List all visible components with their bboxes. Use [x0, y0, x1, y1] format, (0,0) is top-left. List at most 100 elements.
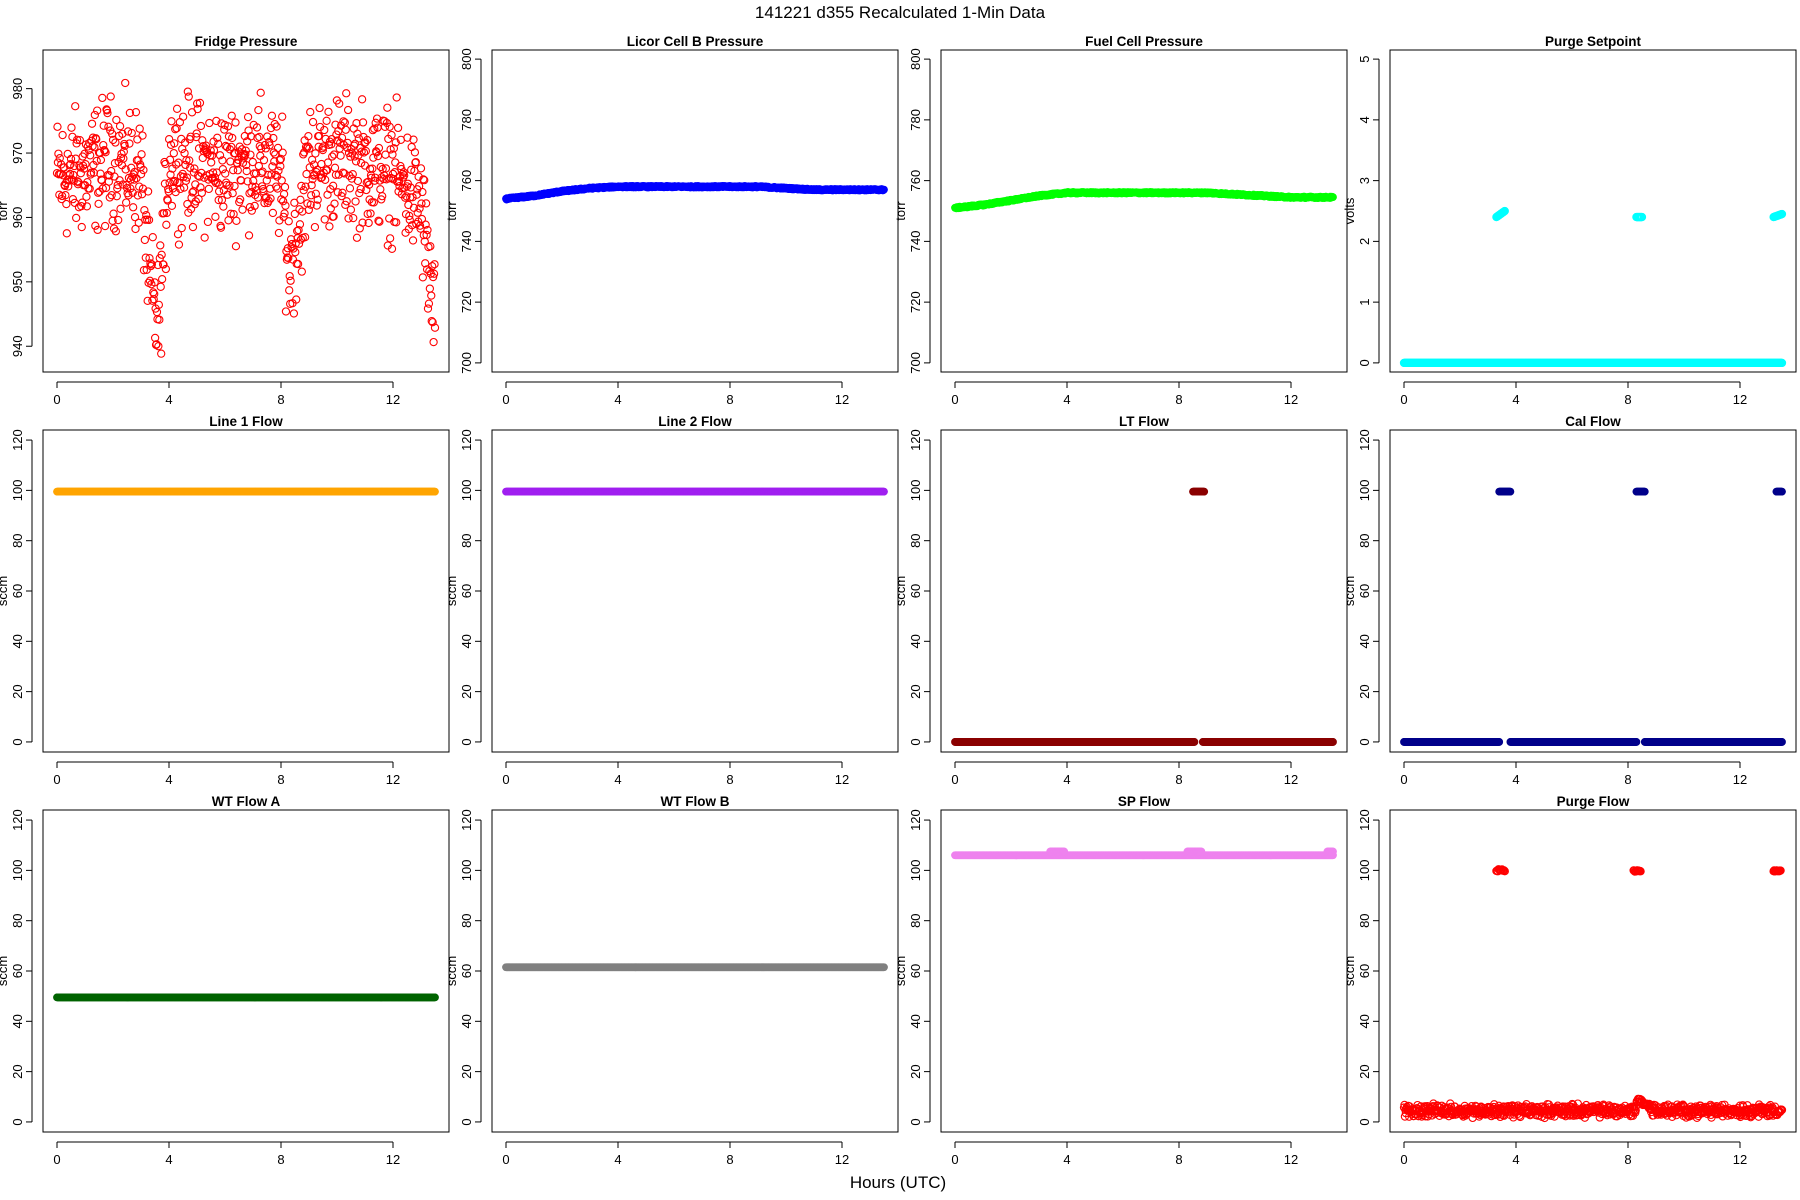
data-point	[183, 87, 192, 96]
data-point	[254, 161, 263, 171]
data-point	[105, 193, 114, 202]
data-point	[139, 165, 148, 175]
data-point	[110, 172, 119, 181]
data-point	[319, 142, 328, 151]
data-point	[358, 218, 367, 227]
data-point	[247, 206, 256, 215]
data-point	[147, 260, 156, 269]
data-point	[219, 202, 228, 211]
data-point	[311, 189, 320, 198]
data-point	[423, 304, 433, 313]
data-point	[428, 318, 437, 327]
data-point	[267, 170, 276, 179]
data-point	[252, 123, 262, 132]
data-point	[361, 146, 370, 156]
data-point	[305, 144, 314, 153]
data-point	[407, 221, 417, 230]
data-point	[213, 133, 222, 142]
data-point	[291, 248, 300, 257]
data-point	[194, 194, 203, 204]
data-point	[236, 176, 246, 185]
data-point	[380, 122, 390, 132]
data-point	[222, 180, 231, 190]
data-point	[179, 172, 188, 181]
data-point	[427, 316, 436, 326]
data-point	[322, 116, 331, 125]
data-point	[399, 168, 408, 177]
data-point	[419, 175, 428, 184]
data-point	[387, 244, 397, 253]
data-point	[273, 143, 283, 153]
x-tick-label: 4	[614, 392, 621, 407]
data-point	[69, 170, 78, 180]
data-point	[244, 231, 254, 240]
data-point	[267, 111, 277, 120]
data-point	[87, 119, 97, 128]
x-tick-label: 4	[165, 772, 172, 787]
data-point	[226, 209, 235, 218]
data-point	[274, 228, 284, 238]
data-point	[72, 213, 81, 223]
data-points	[52, 78, 440, 358]
data-point	[271, 182, 281, 191]
data-point	[381, 164, 391, 173]
data-point	[392, 93, 401, 102]
data-point	[363, 135, 372, 145]
data-point	[329, 212, 338, 221]
data-point	[392, 218, 401, 227]
data-point	[156, 282, 165, 291]
data-point	[292, 295, 301, 304]
data-point	[154, 300, 164, 309]
x-tick-label: 4	[165, 392, 172, 407]
data-point	[223, 122, 233, 131]
data-point	[140, 235, 149, 245]
data-point	[415, 204, 424, 213]
data-point	[1777, 209, 1787, 219]
data-point	[182, 173, 192, 182]
y-tick-label: 940	[10, 335, 25, 357]
data-point	[142, 211, 151, 220]
data-point	[284, 217, 293, 226]
plot-frame	[940, 49, 1348, 373]
data-point	[369, 198, 378, 207]
x-tick-label: 8	[1624, 392, 1631, 407]
data-point	[431, 487, 439, 496]
y-tick-label: 740	[908, 231, 923, 253]
data-point	[105, 171, 114, 180]
data-point	[165, 155, 175, 164]
data-point	[228, 133, 237, 143]
data-point	[216, 223, 226, 232]
data-point	[400, 171, 409, 180]
data-point	[352, 119, 361, 128]
y-tick-label: 740	[459, 231, 474, 253]
data-point	[343, 105, 353, 115]
data-points	[951, 188, 1337, 213]
y-tick-label: 760	[459, 170, 474, 192]
data-point	[262, 176, 271, 185]
data-point	[230, 181, 239, 191]
data-point	[307, 191, 316, 200]
data-point	[169, 149, 178, 158]
data-point	[306, 107, 315, 117]
data-point	[174, 240, 184, 249]
panel-title: Fuel Cell Pressure	[1085, 34, 1203, 49]
data-point	[385, 214, 394, 223]
data-point	[101, 148, 110, 157]
data-point	[65, 169, 75, 179]
data-points	[1399, 206, 1787, 368]
data-point	[103, 108, 112, 118]
data-point	[295, 205, 304, 214]
data-points	[53, 487, 439, 496]
data-point	[218, 156, 227, 165]
data-point	[58, 130, 67, 140]
data-point	[271, 170, 280, 180]
data-point	[65, 161, 74, 170]
data-point	[355, 188, 364, 198]
data-point	[417, 199, 426, 208]
data-point	[338, 188, 347, 197]
data-point	[321, 175, 330, 184]
figure-title: 141221 d355 Recalculated 1-Min Data	[755, 3, 1046, 22]
data-point	[86, 151, 95, 160]
